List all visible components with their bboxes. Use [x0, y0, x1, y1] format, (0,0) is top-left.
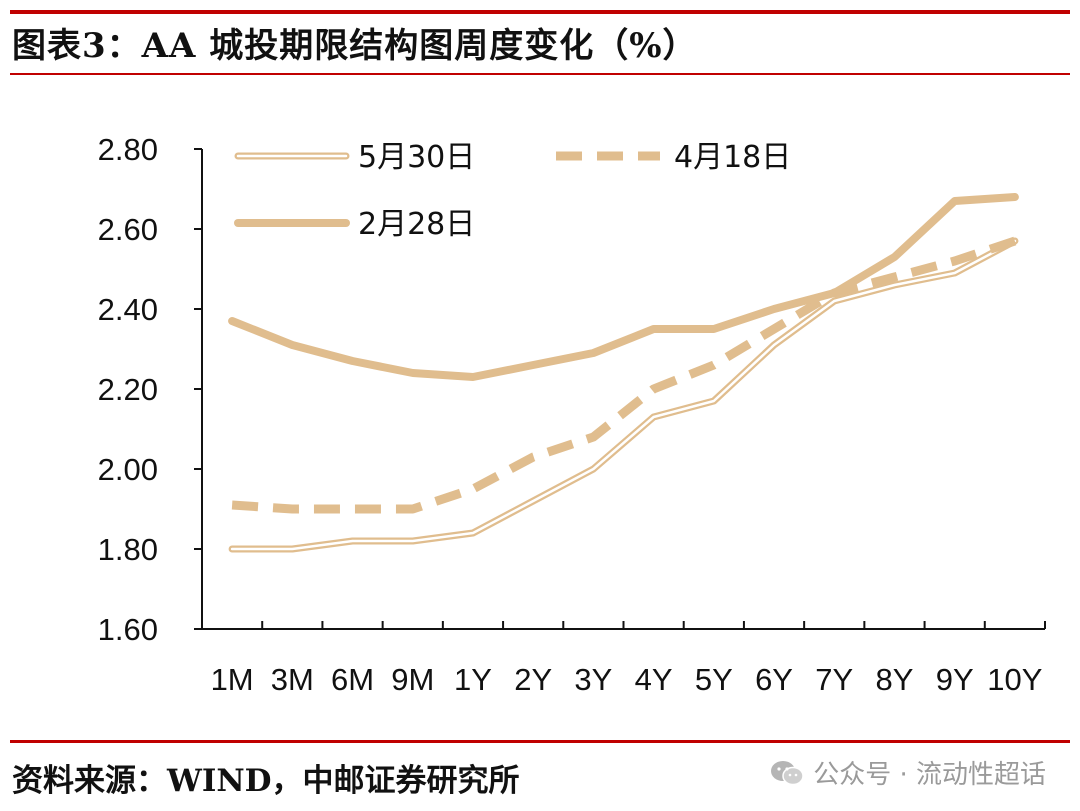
x-tick-label: 9Y — [936, 662, 974, 697]
y-tick-label: 1.80 — [98, 532, 158, 567]
y-tick-label: 2.60 — [98, 212, 158, 247]
y-tick-label: 2.00 — [98, 452, 158, 487]
top-red-rule — [10, 10, 1070, 14]
series-line-outer — [228, 237, 1019, 553]
chart-axes: 1.60 1.80 2.00 2.20 2.40 2.60 2.80 1M 3M 6M 9M 1Y 2Y… — [98, 132, 1046, 697]
x-tick-label: 10Y — [987, 662, 1042, 697]
legend-label: 4月18日 — [674, 140, 791, 175]
x-tick-label: 9M — [391, 662, 434, 697]
y-tick-label: 1.60 — [98, 612, 158, 647]
wechat-icon — [771, 760, 804, 785]
legend-label: 5月30日 — [358, 140, 475, 175]
x-tick-label: 6M — [331, 662, 374, 697]
x-tick-label: 1Y — [454, 662, 492, 697]
legend-item-apr18: 4月18日 — [556, 140, 791, 175]
series-may30 — [228, 237, 1019, 553]
series-line-inner — [230, 239, 1017, 551]
y-tick-label: 2.40 — [98, 292, 158, 327]
series-line-solid — [228, 193, 1019, 381]
source-note: 资料来源：WIND，中邮证券研究所 — [12, 763, 520, 799]
x-tick-label: 3Y — [574, 662, 612, 697]
y-tick-label: 2.20 — [98, 372, 158, 407]
series-feb28 — [228, 193, 1019, 381]
x-tick-label: 4Y — [635, 662, 673, 697]
chart-series — [228, 193, 1019, 553]
title-red-rule — [10, 73, 1070, 75]
x-tick-label: 1M — [211, 662, 254, 697]
watermark-text: 公众号 · 流动性超话 — [813, 760, 1046, 790]
watermark: 公众号 · 流动性超话 — [769, 754, 1046, 791]
legend-item-feb28: 2月28日 — [234, 207, 475, 242]
y-tick-label: 2.80 — [98, 132, 158, 167]
x-tick-label: 8Y — [876, 662, 914, 697]
chart-legend: 5月30日 4月18日 2月28日 — [234, 140, 791, 242]
legend-label: 2月28日 — [358, 207, 475, 242]
line-chart: 1.60 1.80 2.00 2.20 2.40 2.60 2.80 1M 3M 6M 9M 1Y 2Y… — [98, 132, 1046, 697]
x-tick-label: 3M — [271, 662, 314, 697]
x-tick-label: 7Y — [815, 662, 853, 697]
x-tick-label: 2Y — [514, 662, 552, 697]
x-tick-label: 5Y — [695, 662, 733, 697]
legend-item-may30: 5月30日 — [234, 140, 475, 175]
chart-title: 图表3：AA 城投期限结构图周度变化（%） — [12, 26, 698, 66]
x-tick-label: 6Y — [755, 662, 793, 697]
series-line-dashed — [231, 236, 1017, 514]
bottom-red-rule — [10, 740, 1070, 743]
series-apr18 — [231, 236, 1017, 514]
